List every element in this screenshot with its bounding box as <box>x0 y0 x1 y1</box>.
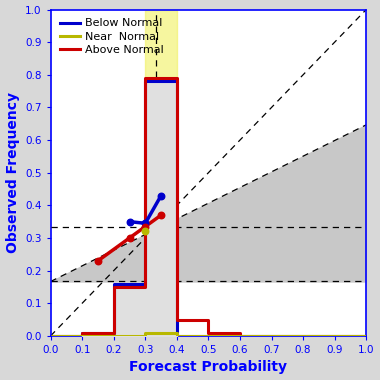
Point <box>142 228 148 234</box>
Point <box>158 193 164 199</box>
Point <box>142 223 148 230</box>
Point <box>95 258 101 264</box>
Bar <box>145 10 177 336</box>
X-axis label: Forecast Probability: Forecast Probability <box>130 361 287 374</box>
Point <box>158 212 164 218</box>
Y-axis label: Observed Frequency: Observed Frequency <box>6 92 19 253</box>
Point <box>127 218 133 225</box>
Point <box>127 235 133 241</box>
Point <box>142 220 148 226</box>
Legend: Below Normal, Near  Normal, Above Normal: Below Normal, Near Normal, Above Normal <box>56 15 167 59</box>
